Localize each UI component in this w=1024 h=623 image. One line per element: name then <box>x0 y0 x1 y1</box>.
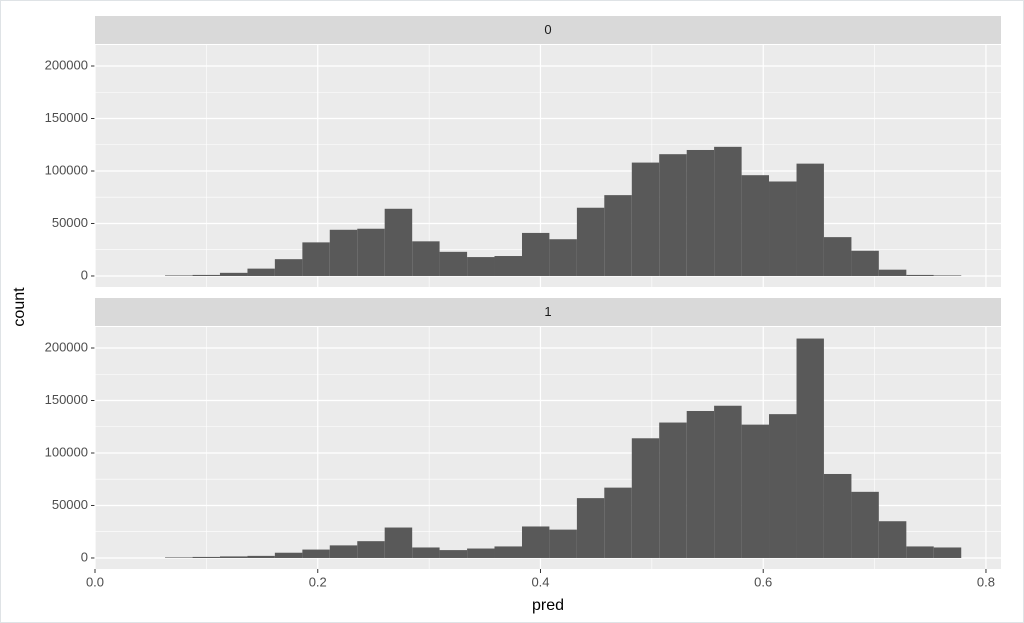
histogram-bar <box>769 181 797 276</box>
histogram-bar <box>274 552 303 558</box>
histogram-bar <box>521 526 550 558</box>
histogram-bar <box>576 207 605 276</box>
histogram-bar <box>933 547 962 558</box>
histogram-bar <box>878 521 907 558</box>
histogram-bar <box>219 556 248 558</box>
y-tick-label: 200000 <box>45 57 88 72</box>
y-axis-title: count <box>11 287 28 327</box>
histogram-bar <box>219 272 248 276</box>
histogram-bar <box>467 548 495 558</box>
strip-label: 0 <box>544 22 551 37</box>
histogram-bar <box>549 529 577 558</box>
histogram-bar <box>384 527 413 558</box>
strip-label: 1 <box>544 304 551 319</box>
histogram-bar <box>494 546 522 558</box>
histogram-bar <box>604 487 632 558</box>
histogram-bar <box>796 338 824 558</box>
x-tick-label: 0.0 <box>86 574 104 589</box>
y-tick-label: 150000 <box>45 392 88 407</box>
histogram-bar <box>494 256 522 276</box>
histogram-bar <box>384 208 413 276</box>
y-tick-label: 50000 <box>52 215 88 230</box>
histogram-bar <box>329 545 358 558</box>
y-tick-label: 150000 <box>45 110 88 125</box>
histogram-bar <box>906 274 934 276</box>
y-tick-label: 200000 <box>45 339 88 354</box>
histogram-bar <box>412 547 440 558</box>
histogram-bar <box>659 422 687 558</box>
histogram-bar <box>686 410 715 558</box>
x-axis-title: pred <box>532 597 564 614</box>
histogram-bar <box>851 491 879 558</box>
histogram-bar <box>878 269 907 276</box>
strip <box>95 16 1001 44</box>
histogram-bar <box>439 251 468 276</box>
strip <box>95 298 1001 326</box>
histogram-bar <box>192 556 220 558</box>
y-tick-label: 50000 <box>52 497 88 512</box>
histogram-bar <box>274 259 303 276</box>
histogram-bar <box>659 154 687 276</box>
y-tick-label: 0 <box>81 549 88 564</box>
histogram-bar <box>192 274 220 276</box>
x-tick-label: 0.4 <box>531 574 549 589</box>
histogram-bar <box>796 163 824 276</box>
histogram-bar <box>714 146 742 276</box>
histogram-bar <box>823 237 852 276</box>
x-tick-label: 0.6 <box>754 574 772 589</box>
histogram-bar <box>741 424 770 558</box>
histogram-bar <box>439 550 468 558</box>
x-tick-label: 0.2 <box>309 574 327 589</box>
y-tick-label: 100000 <box>45 162 88 177</box>
histogram-bar <box>631 438 660 558</box>
y-tick-label: 100000 <box>45 444 88 459</box>
histogram-bar <box>165 557 193 558</box>
histogram-bar <box>631 162 660 276</box>
histogram-bar <box>933 275 962 276</box>
histogram-bar <box>302 242 330 276</box>
histogram-bar <box>851 250 879 276</box>
histogram-bar <box>686 149 715 276</box>
histogram-bar <box>741 175 770 276</box>
histogram-bar <box>906 546 934 558</box>
histogram-bar <box>247 555 275 558</box>
x-tick-label: 0.8 <box>977 574 995 589</box>
histogram-bar <box>412 241 440 276</box>
histogram-bar <box>823 473 852 558</box>
histogram-bar <box>357 228 385 276</box>
histogram-bar <box>576 498 605 558</box>
histogram-bar <box>604 195 632 276</box>
histogram-bar <box>357 541 385 558</box>
y-tick-label: 0 <box>81 267 88 282</box>
histogram-bar <box>247 268 275 276</box>
histogram-bar <box>714 405 742 558</box>
histogram-bar <box>467 257 495 276</box>
histogram-bar <box>521 232 550 276</box>
histogram-bar <box>329 229 358 276</box>
histogram-bar <box>549 239 577 276</box>
histogram-bar <box>165 275 193 276</box>
histogram-bar <box>769 414 797 558</box>
histogram-bar <box>302 549 330 558</box>
